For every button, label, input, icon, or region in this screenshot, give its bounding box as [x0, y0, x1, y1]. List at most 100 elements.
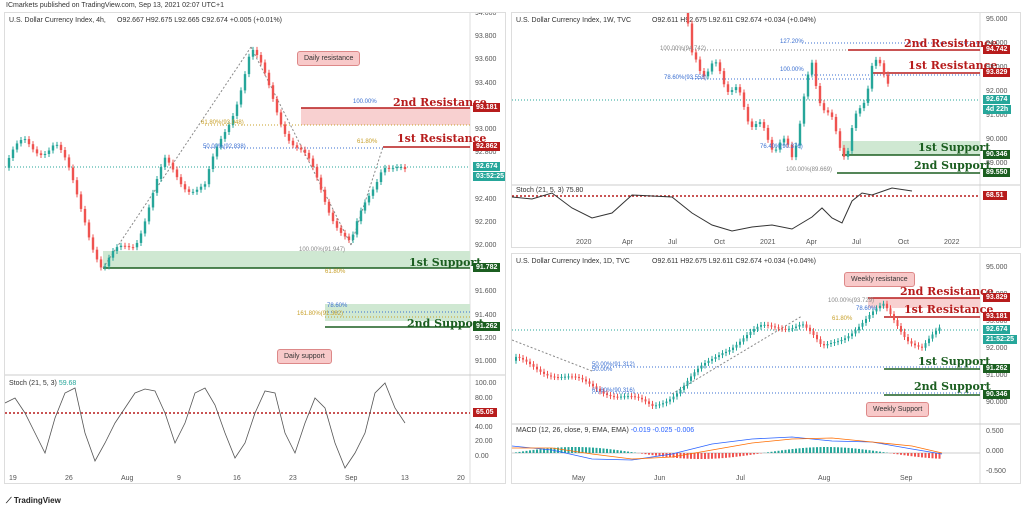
macd-bar — [777, 450, 780, 453]
candle — [917, 345, 920, 347]
candle — [874, 59, 878, 66]
x-axis-label: 19 — [9, 475, 17, 482]
candle — [648, 401, 650, 404]
y-axis-label: 95.000 — [986, 16, 1008, 23]
daily-chart-panel[interactable]: U.S. Dollar Currency Index, 1D, TVC O92.… — [511, 253, 1021, 484]
macd-bar — [686, 453, 689, 459]
candle — [833, 342, 836, 344]
macd-bar — [875, 451, 878, 453]
candle — [387, 167, 391, 169]
h4-chart-panel[interactable]: U.S. Dollar Currency Index, 4h, O92.667 … — [4, 12, 506, 484]
candle — [564, 376, 566, 378]
x-axis-label: 20 — [457, 475, 465, 482]
macd-bar — [529, 450, 531, 453]
macd-bar — [830, 447, 832, 453]
macd-bar — [672, 453, 675, 458]
price-tag: 93.829 — [983, 293, 1011, 302]
candle — [679, 389, 682, 394]
macd-bar — [515, 452, 517, 453]
candle — [784, 328, 787, 330]
candle — [543, 371, 545, 374]
macd-bar — [557, 447, 559, 453]
candle — [95, 249, 99, 260]
daily-2nd-support: 2nd Support — [914, 380, 991, 393]
candle — [391, 168, 395, 170]
x-axis-label: 9 — [177, 475, 181, 482]
candle — [271, 85, 275, 99]
candle — [163, 157, 167, 168]
candle — [375, 182, 379, 190]
candle — [704, 362, 706, 366]
candle — [750, 121, 754, 127]
candle — [592, 383, 594, 387]
candle — [319, 177, 323, 190]
daily-fib-label: 61.80%(90.316) — [592, 388, 635, 394]
macd-bar — [742, 453, 745, 456]
x-axis-label: Sep — [900, 475, 913, 482]
y-axis-label: 91.400 — [475, 311, 497, 319]
candle — [914, 343, 916, 346]
weekly-chart-panel[interactable]: U.S. Dollar Currency Index, 1W, TVC O92.… — [511, 12, 1021, 248]
h4-2nd-resistance: 2nd Resistance — [393, 96, 487, 109]
y-axis-label: 93.400 — [475, 79, 497, 87]
macd-bar — [700, 453, 703, 459]
price-tag: 91.262 — [473, 322, 501, 331]
candle — [187, 189, 191, 192]
y-axis-label: 100.00 — [475, 380, 497, 387]
page-header: ICmarkets published on TradingView.com, … — [6, 2, 224, 9]
candle — [795, 326, 797, 328]
candle — [931, 334, 934, 339]
macd-bar — [861, 449, 864, 453]
candle — [854, 330, 857, 334]
candle — [585, 379, 587, 382]
macd-bar — [616, 450, 619, 453]
candle — [907, 337, 909, 342]
candle — [139, 233, 143, 243]
candle — [395, 167, 399, 169]
macd-bar — [868, 450, 871, 453]
macd-bar — [711, 453, 713, 459]
tradingview-logo[interactable]: ⟋ TradingView — [6, 496, 61, 505]
candle — [620, 396, 622, 398]
candle — [295, 145, 299, 148]
candle — [693, 372, 696, 377]
y-axis-label: 93.800 — [475, 33, 497, 41]
macd-bar — [928, 453, 930, 459]
daily-macd-histogram — [515, 447, 941, 459]
candle — [889, 308, 892, 315]
weekly-1st-support: 1st Support — [918, 141, 991, 154]
candle — [777, 327, 780, 329]
x-axis-label: Jul — [668, 239, 677, 246]
candle — [814, 62, 818, 86]
candle — [790, 144, 794, 158]
candle — [595, 386, 598, 389]
candle — [67, 157, 71, 168]
macd-bar — [539, 449, 542, 453]
candle — [868, 314, 871, 319]
candle — [131, 247, 135, 249]
h4-fib-label: 61.80% — [357, 139, 378, 145]
macd-bar — [896, 453, 899, 455]
candle — [627, 396, 629, 398]
y-axis-label: 91.000 — [986, 372, 1008, 379]
macd-bar — [931, 453, 934, 459]
price-tag: 90.346 — [983, 150, 1011, 159]
candle — [767, 324, 769, 326]
x-axis-label: 2021 — [760, 239, 776, 246]
candle — [99, 259, 103, 268]
logo-icon: ⟋ — [6, 496, 14, 505]
candle — [588, 381, 591, 384]
macd-bar — [644, 453, 647, 455]
weekly-fib-label: 100.00%(94.742) — [660, 46, 707, 52]
macd-bar — [865, 449, 867, 453]
h4-fib-label: 78.60% — [327, 303, 348, 309]
y-axis-label: 0.500 — [986, 428, 1004, 435]
candle — [27, 139, 31, 145]
daily-1st-support: 1st Support — [918, 355, 991, 368]
candle — [702, 70, 706, 77]
candle — [525, 359, 528, 362]
candle — [602, 391, 605, 394]
h4-2nd-support: 2nd Support — [407, 317, 484, 330]
weekly-2nd-support: 2nd Support — [914, 159, 991, 172]
h4-fib-label: 100.00%(91.947) — [299, 247, 346, 253]
